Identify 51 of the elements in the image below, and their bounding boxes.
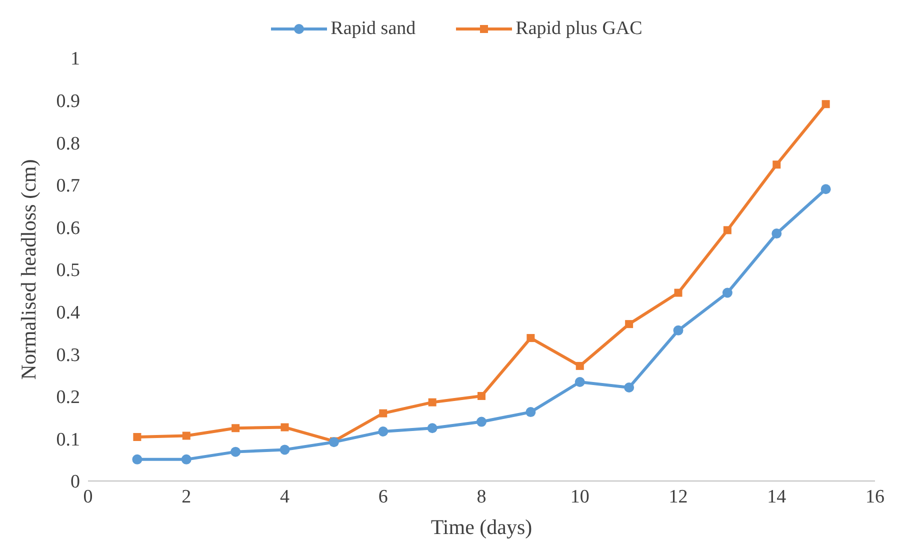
y-tick-label: 0.8 <box>56 133 80 154</box>
point <box>428 398 436 406</box>
point <box>625 320 634 328</box>
point <box>526 407 536 418</box>
y-tick-label: 0.3 <box>56 344 80 366</box>
x-tick-label: 2 <box>182 486 192 508</box>
point <box>230 446 241 457</box>
x-tick-label: 12 <box>668 486 688 508</box>
x-tick-label: 6 <box>378 486 388 508</box>
point <box>280 444 290 455</box>
point <box>576 362 584 370</box>
y-tick-label: 0.2 <box>56 387 80 408</box>
y-tick-label: 0.9 <box>56 91 80 112</box>
point <box>181 454 192 464</box>
point <box>378 426 388 437</box>
point <box>133 433 142 442</box>
point <box>820 184 831 194</box>
x-tick-label: 8 <box>476 486 486 508</box>
point <box>280 423 289 432</box>
point <box>476 416 486 427</box>
y-tick-label: 1 <box>70 48 80 70</box>
y-tick-label: 0.1 <box>56 429 80 450</box>
y-tick-label: 0.6 <box>56 218 80 239</box>
point <box>673 325 684 336</box>
x-tick-label: 4 <box>280 486 290 508</box>
x-tick-label: 10 <box>570 486 590 508</box>
point <box>379 409 388 418</box>
y-axis-title: Normalised headloss (cm) <box>16 159 40 380</box>
point <box>182 432 190 440</box>
y-tick-label: 0.5 <box>56 260 80 282</box>
y-tick-label: 0 <box>70 472 80 493</box>
x-tick-label: 14 <box>767 486 787 508</box>
point <box>772 160 781 169</box>
legend-label: Rapid sand <box>330 18 416 40</box>
point <box>722 288 732 298</box>
point <box>772 228 782 239</box>
point <box>232 424 240 432</box>
y-tick-label: 0.7 <box>56 176 80 197</box>
point <box>574 377 585 388</box>
legend-label: Rapid plus GAC <box>514 18 642 40</box>
point <box>132 454 142 464</box>
point <box>674 288 682 297</box>
point <box>526 334 535 342</box>
point <box>624 382 634 393</box>
point <box>723 226 732 234</box>
point <box>427 423 438 434</box>
y-tick-label: 0.4 <box>56 302 80 324</box>
point <box>822 100 830 108</box>
point <box>478 392 486 400</box>
x-axis-title: Time (days) <box>430 514 532 539</box>
x-tick-label: 16 <box>866 486 884 508</box>
